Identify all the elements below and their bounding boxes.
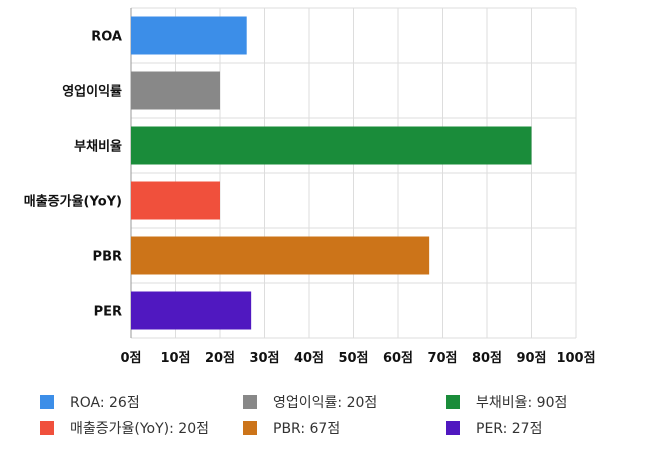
legend-swatch [243, 421, 257, 435]
legend-item: ROA: 26점 [40, 392, 140, 412]
bar-1 [131, 71, 220, 110]
x-tick-label: 80점 [472, 351, 502, 366]
x-tick-label: 0점 [120, 351, 141, 366]
legend-item: PBR: 67점 [243, 418, 340, 438]
bar-2 [131, 126, 532, 165]
x-tick-label: 30점 [249, 351, 279, 366]
legend-swatch [243, 395, 257, 409]
x-tick-label: 10점 [160, 351, 190, 366]
bar-0 [131, 16, 247, 55]
legend-swatch [40, 395, 54, 409]
x-tick-label: 50점 [338, 351, 368, 366]
legend-label: 부채비율: 90점 [476, 395, 568, 411]
category-label: PBR [93, 250, 122, 265]
legend-label: PER: 27점 [476, 421, 543, 437]
x-tick-label: 40점 [294, 351, 324, 366]
category-label: 부채비율 [74, 139, 122, 155]
legend-swatch [446, 421, 460, 435]
legend-swatch [40, 421, 54, 435]
x-tick-label: 60점 [383, 351, 413, 366]
bar-3 [131, 181, 220, 220]
legend-label: PBR: 67점 [273, 421, 341, 437]
legend-item: 부채비율: 90점 [446, 392, 567, 412]
x-tick-label: 90점 [516, 351, 546, 366]
legend-item: PER: 27점 [446, 418, 542, 438]
legend-swatch [446, 395, 460, 409]
bar-chart: 0점 10점 20점 30점 40점 50점 60점 70점 80점 90점 100점 ROA 영업이익… [24, 7, 596, 366]
bar-4 [131, 236, 430, 275]
category-label: PER [94, 305, 122, 320]
legend-label: 영업이익률: 20점 [273, 395, 378, 411]
category-label: 매출증가율(YoY) [24, 194, 122, 210]
category-label: 영업이익률 [62, 84, 122, 100]
legend-label: ROA: 26점 [70, 395, 140, 411]
x-tick-label: 100점 [556, 351, 595, 366]
legend-label: 매출증가율(YoY): 20점 [70, 421, 209, 437]
bar-5 [131, 291, 252, 330]
x-tick-label: 70점 [427, 351, 457, 366]
x-tick-label: 20점 [205, 351, 235, 366]
legend-item: 영업이익률: 20점 [243, 392, 377, 412]
category-label: ROA [91, 30, 122, 45]
legend-item: 매출증가율(YoY): 20점 [40, 418, 209, 438]
